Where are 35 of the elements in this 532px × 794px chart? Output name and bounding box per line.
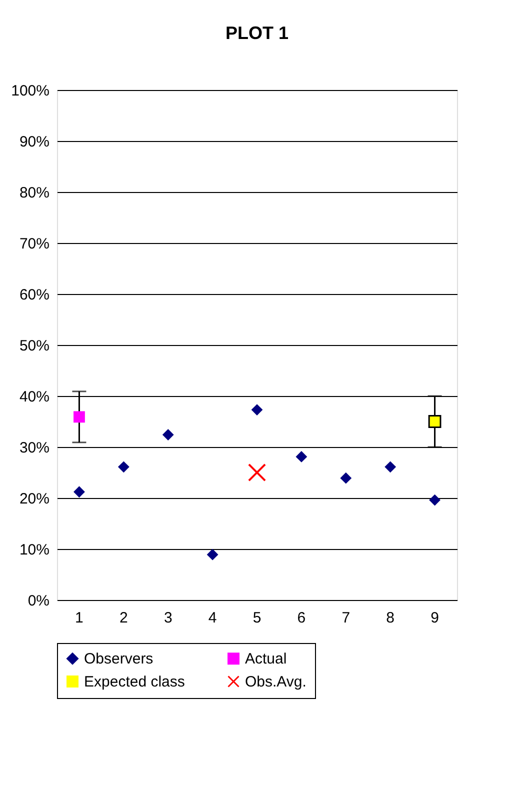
y-tick-label: 0% xyxy=(28,592,50,610)
x-tick-label: 1 xyxy=(75,610,84,626)
point xyxy=(162,429,174,440)
point xyxy=(118,461,130,473)
y-tick-label: 20% xyxy=(19,490,50,508)
y-tick-label: 80% xyxy=(19,184,50,202)
x-tick-label: 9 xyxy=(430,610,439,626)
point xyxy=(429,494,440,506)
point xyxy=(296,450,308,462)
y-tick-label: 10% xyxy=(19,542,50,558)
legend-label: Observers xyxy=(84,650,154,668)
chart-title: PLOT 1 xyxy=(225,23,289,43)
point xyxy=(384,461,396,473)
y-tick-label: 30% xyxy=(19,440,50,456)
x-tick-label: 4 xyxy=(208,610,217,626)
y-tick-label: 70% xyxy=(19,236,50,252)
legend-label: Actual xyxy=(245,650,287,668)
y-tick-label: 90% xyxy=(19,134,50,150)
legend-label: Expected class xyxy=(84,674,185,690)
legend-label: Obs.Avg. xyxy=(245,674,306,690)
point xyxy=(206,548,218,560)
x-tick-label: 7 xyxy=(342,610,350,626)
point xyxy=(74,486,85,498)
x-tick-label: 2 xyxy=(119,610,128,626)
x-tick-label: 3 xyxy=(164,610,172,626)
x-tick-label: 5 xyxy=(252,610,262,626)
x-tick-label: 8 xyxy=(386,610,395,626)
x-tick-label: 6 xyxy=(297,610,306,626)
point xyxy=(251,404,263,416)
y-tick-label: 50% xyxy=(19,338,50,354)
y-tick-label: 100% xyxy=(11,82,50,100)
y-tick-label: 40% xyxy=(19,388,50,406)
point xyxy=(74,411,85,423)
point xyxy=(340,472,352,484)
y-tick-label: 60% xyxy=(19,286,50,304)
